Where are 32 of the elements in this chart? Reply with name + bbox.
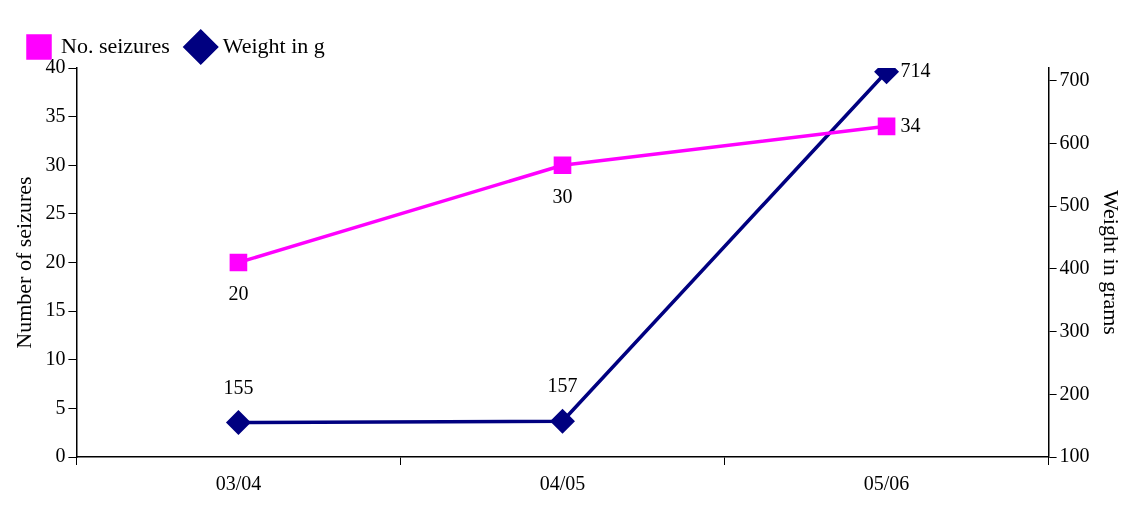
- data-label: 30: [552, 184, 573, 207]
- y-tick-label: 30: [45, 152, 66, 175]
- point: [553, 156, 572, 175]
- x-tick-label: 03/04: [215, 472, 262, 495]
- y-axis-title: Number of seizures: [10, 176, 36, 349]
- y-tick-label: 0: [55, 444, 66, 467]
- x-tick-label: 05/06: [863, 472, 910, 495]
- y-tick-label: 10: [45, 347, 66, 369]
- y2-tick-label: 400: [1059, 256, 1090, 279]
- x-tick-label: 04/05: [539, 472, 586, 495]
- y-tick-label: 40: [45, 55, 66, 78]
- data-label: 34: [900, 113, 921, 136]
- y2-tick-label: 500: [1059, 193, 1090, 216]
- y-tick-label: 25: [45, 201, 66, 224]
- point: [229, 253, 248, 272]
- legend-label: No. seizures: [61, 32, 170, 58]
- y-tick-label: 20: [45, 249, 66, 272]
- y2-axis-title: Weight in grams: [1099, 190, 1125, 335]
- y2-tick-label: 700: [1059, 67, 1090, 90]
- y-tick-label: 35: [45, 103, 66, 126]
- data-label: 157: [547, 374, 578, 397]
- y-tick-label: 5: [55, 395, 66, 418]
- data-label: 20: [228, 281, 249, 304]
- y2-tick-label: 200: [1059, 381, 1090, 404]
- data-label: 155: [223, 375, 254, 398]
- data-label: 714: [900, 59, 931, 82]
- y2-tick-label: 100: [1059, 444, 1090, 467]
- point: [877, 117, 896, 136]
- y-tick-label: 15: [45, 298, 66, 321]
- y2-tick-label: 300: [1059, 318, 1090, 341]
- legend-label: Weight in g: [222, 32, 325, 58]
- y2-tick-label: 600: [1059, 130, 1090, 153]
